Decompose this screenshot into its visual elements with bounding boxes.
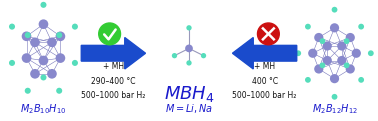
Ellipse shape [314, 33, 324, 42]
Ellipse shape [332, 94, 338, 100]
Ellipse shape [47, 69, 57, 79]
Ellipse shape [345, 33, 355, 42]
Ellipse shape [9, 24, 15, 30]
Text: $M_2B_{10}H_{10}$: $M_2B_{10}H_{10}$ [20, 102, 67, 116]
Text: + MH: + MH [254, 62, 275, 71]
Ellipse shape [305, 77, 311, 83]
Ellipse shape [345, 64, 355, 74]
Text: 500–1000 bar H₂: 500–1000 bar H₂ [232, 91, 297, 100]
Ellipse shape [319, 62, 325, 68]
Ellipse shape [358, 77, 364, 83]
Ellipse shape [172, 53, 177, 58]
Ellipse shape [257, 23, 279, 45]
Ellipse shape [22, 53, 31, 63]
Ellipse shape [56, 53, 65, 63]
Ellipse shape [9, 60, 15, 66]
FancyArrow shape [81, 38, 146, 69]
Ellipse shape [22, 31, 31, 41]
Ellipse shape [344, 62, 350, 68]
Ellipse shape [295, 50, 301, 56]
Ellipse shape [25, 88, 31, 94]
Text: 400 °C: 400 °C [251, 77, 278, 86]
Ellipse shape [368, 50, 374, 56]
Text: $MBH_4$: $MBH_4$ [164, 84, 214, 104]
Ellipse shape [308, 49, 318, 58]
Ellipse shape [39, 56, 48, 65]
Ellipse shape [337, 41, 346, 51]
Ellipse shape [323, 56, 332, 65]
Ellipse shape [185, 45, 193, 52]
Ellipse shape [56, 32, 62, 38]
FancyArrow shape [232, 38, 297, 69]
Ellipse shape [40, 2, 46, 8]
Ellipse shape [47, 38, 57, 47]
Ellipse shape [201, 53, 206, 58]
Ellipse shape [186, 25, 192, 30]
Ellipse shape [330, 74, 339, 83]
Ellipse shape [186, 60, 192, 66]
Ellipse shape [40, 74, 46, 80]
Ellipse shape [99, 23, 121, 45]
Text: 500–1000 bar H₂: 500–1000 bar H₂ [81, 91, 146, 100]
Ellipse shape [352, 49, 361, 58]
Ellipse shape [344, 38, 350, 44]
Ellipse shape [72, 60, 78, 66]
Ellipse shape [330, 23, 339, 32]
Ellipse shape [305, 24, 311, 30]
Ellipse shape [30, 38, 40, 47]
Ellipse shape [314, 64, 324, 74]
Ellipse shape [337, 56, 346, 65]
Ellipse shape [323, 41, 332, 51]
Ellipse shape [358, 24, 364, 30]
Text: + MH: + MH [103, 62, 124, 71]
Ellipse shape [56, 31, 65, 41]
Ellipse shape [72, 24, 78, 30]
Text: $M_2B_{12}H_{12}$: $M_2B_{12}H_{12}$ [311, 102, 358, 116]
Ellipse shape [332, 7, 338, 13]
Ellipse shape [56, 88, 62, 94]
Ellipse shape [30, 69, 40, 79]
Ellipse shape [319, 38, 325, 44]
Ellipse shape [25, 32, 31, 38]
Text: 290–400 °C: 290–400 °C [91, 77, 136, 86]
Ellipse shape [39, 19, 48, 29]
Text: $M = Li, Na$: $M = Li, Na$ [165, 102, 213, 115]
